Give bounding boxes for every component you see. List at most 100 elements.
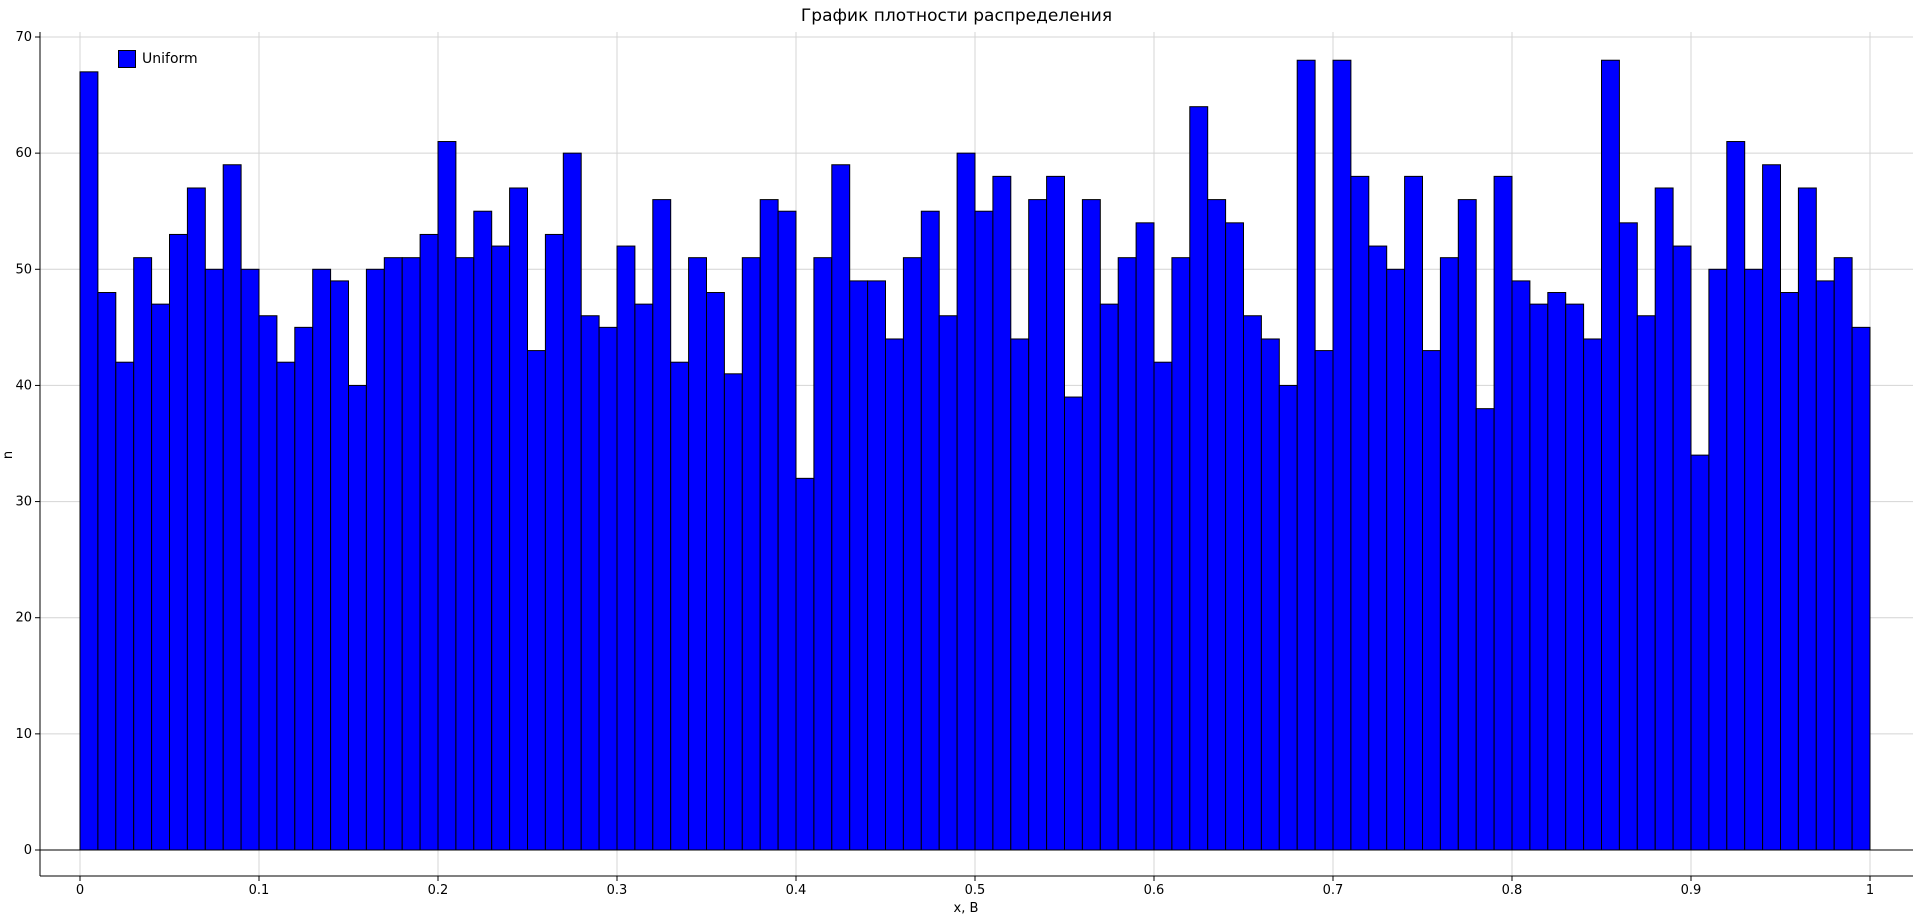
histogram-bar <box>312 268 332 851</box>
histogram-bar <box>920 210 940 851</box>
histogram-bar <box>1189 106 1209 851</box>
histogram-bar <box>1368 245 1388 851</box>
histogram-bar <box>509 187 529 851</box>
histogram-bar <box>258 315 278 851</box>
histogram-bar <box>670 361 690 851</box>
histogram-bar <box>1672 245 1692 851</box>
histogram-bar <box>652 199 672 851</box>
histogram-bar <box>1243 315 1262 851</box>
histogram-bar <box>723 373 743 851</box>
histogram-bar <box>885 338 904 851</box>
histogram-bar <box>938 315 958 851</box>
histogram-bar <box>580 315 600 851</box>
histogram-bar <box>240 268 260 851</box>
histogram-bar <box>186 187 206 851</box>
y-tick-label: 0 <box>24 843 32 858</box>
histogram-bar <box>741 257 761 851</box>
histogram-bar <box>1762 164 1781 851</box>
histogram-bar <box>1153 361 1173 851</box>
histogram-bar <box>1708 268 1728 851</box>
histogram-bar <box>1028 199 1048 851</box>
histogram-bar <box>1207 199 1227 851</box>
histogram-bar <box>1135 222 1155 851</box>
legend-label: Uniform <box>142 51 198 67</box>
histogram-bar <box>1583 338 1602 851</box>
histogram-bar <box>1404 175 1423 851</box>
histogram-bar <box>1475 408 1495 851</box>
histogram-bar <box>1010 338 1030 851</box>
histogram-bar <box>1171 257 1191 851</box>
histogram-bar <box>1833 257 1853 851</box>
histogram-bar <box>151 303 171 851</box>
histogram-bar <box>1529 303 1549 851</box>
x-tick-label: 0.8 <box>1502 883 1523 898</box>
histogram-bar <box>902 257 922 851</box>
histogram-bar <box>831 164 851 851</box>
chart-title: График плотности распределения <box>800 6 1113 26</box>
histogram-bar <box>1386 268 1406 851</box>
histogram-bar <box>348 384 367 851</box>
histogram-bar <box>688 257 707 851</box>
y-axis-label: n <box>1 451 16 459</box>
histogram-bar <box>1260 338 1280 851</box>
histogram-bar <box>1690 454 1710 851</box>
y-tick-label: 40 <box>15 378 32 393</box>
histogram-bar <box>1780 292 1799 851</box>
y-tick-label: 60 <box>15 146 32 161</box>
x-tick-label: 0.1 <box>249 883 270 898</box>
histogram-bar <box>276 361 296 851</box>
histogram-bar <box>1064 396 1083 851</box>
axes <box>39 32 1913 877</box>
histogram-bar <box>527 350 546 851</box>
histogram-bar <box>562 152 582 851</box>
histogram-bar <box>473 210 493 851</box>
histogram-bar <box>294 326 314 851</box>
histogram-bar <box>1547 292 1567 851</box>
y-tick-label: 70 <box>15 30 32 45</box>
legend-swatch <box>118 50 136 68</box>
x-tick-label: 1 <box>1866 883 1874 898</box>
histogram-bar <box>598 326 618 851</box>
histogram-bar <box>1332 59 1352 851</box>
histogram-bar <box>956 152 976 851</box>
histogram-bar <box>1225 222 1244 851</box>
histogram-bar <box>1636 315 1656 851</box>
histogram-bar <box>1618 222 1638 851</box>
histogram-bar <box>1601 59 1620 851</box>
x-axis-label: x, В <box>954 901 979 916</box>
histogram-bar <box>759 199 779 851</box>
tick-labels: 0 0.1 0.2 0.3 0.4 0.5 0.6 0.7 0.8 0.9 101020304050… <box>15 30 1874 898</box>
histogram-bar <box>1296 59 1316 851</box>
histogram-bar <box>1117 257 1137 851</box>
x-tick-label: 0.9 <box>1681 883 1702 898</box>
histogram-bar <box>1815 280 1835 851</box>
y-tick-label: 10 <box>15 727 32 742</box>
histogram-bar <box>777 210 797 851</box>
histogram-bar <box>1511 280 1531 851</box>
histogram-bar <box>1744 268 1764 851</box>
histogram-bar <box>1046 175 1065 851</box>
histogram-bar <box>1493 175 1513 851</box>
histogram-bar <box>1278 384 1298 851</box>
histogram-bar <box>706 292 725 851</box>
histogram-bar <box>204 268 224 851</box>
histogram-bar <box>365 268 385 851</box>
x-tick-label: 0.6 <box>1144 883 1165 898</box>
histogram-bar <box>437 141 457 851</box>
histogram-bar <box>544 233 564 851</box>
histogram-bar <box>1350 175 1370 851</box>
y-tick-label: 20 <box>15 611 32 626</box>
histogram-bar <box>1457 199 1477 851</box>
histogram-bar <box>992 175 1012 851</box>
histogram-bar <box>1565 303 1585 851</box>
histogram-bar <box>330 280 350 851</box>
histogram-bars <box>79 59 1871 851</box>
histogram-bar <box>1726 141 1746 851</box>
histogram-bar <box>455 257 475 851</box>
histogram-bar <box>222 164 242 851</box>
x-tick-label: 0 <box>76 883 84 898</box>
histogram-bar <box>974 210 994 851</box>
histogram-bar <box>79 71 99 851</box>
histogram-bar <box>97 292 117 851</box>
x-tick-label: 0.5 <box>965 883 986 898</box>
